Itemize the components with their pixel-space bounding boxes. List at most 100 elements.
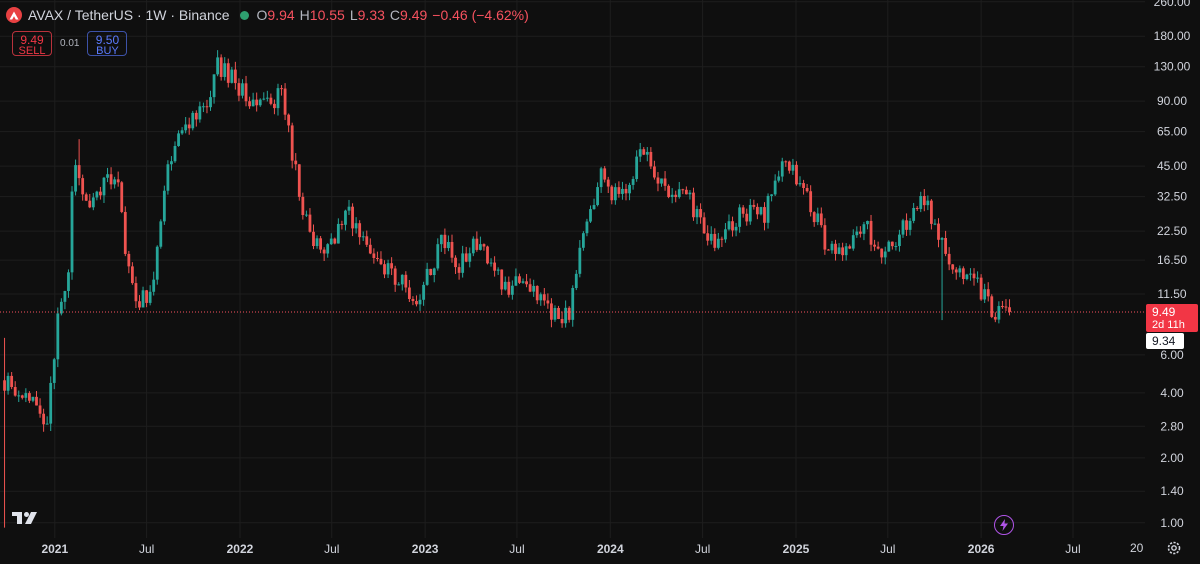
candle <box>809 185 813 217</box>
candle <box>503 276 507 291</box>
candle-body <box>1008 307 1011 312</box>
candle-body <box>624 188 628 194</box>
candle-body <box>677 189 681 198</box>
candle-body <box>930 200 933 224</box>
candle-body <box>322 249 326 254</box>
candle <box>24 388 28 403</box>
timezone-label[interactable]: 20 <box>1130 541 1144 555</box>
candle-body <box>336 223 340 244</box>
candle-body <box>219 57 223 77</box>
candle <box>741 205 745 218</box>
candle <box>599 166 603 193</box>
candle <box>365 230 369 248</box>
candle-body <box>819 213 823 226</box>
candle-body <box>684 189 688 195</box>
buy-button[interactable]: 9.50 BUY <box>87 31 128 57</box>
time-axis[interactable]: 2021 Jul 2022 Jul 2023 Jul 2024 Jul 2025 Jul 2026 J… <box>41 542 1080 556</box>
candle <box>961 266 965 285</box>
candle <box>45 416 49 425</box>
candle <box>393 265 397 292</box>
candle-body <box>969 273 972 275</box>
candle <box>336 218 340 244</box>
price-axis[interactable]: 1.00 1.40 2.00 2.80 4.00 6.00 11.50 16.50 22.50 3… <box>1154 0 1191 530</box>
candle <box>145 290 148 308</box>
candle <box>770 194 773 202</box>
candle-body <box>255 99 259 106</box>
candle-body <box>780 161 784 177</box>
lightning-icon[interactable] <box>994 515 1014 535</box>
candle-body <box>248 101 251 107</box>
candle-body <box>581 233 585 248</box>
candle <box>908 218 912 236</box>
candle <box>546 293 550 309</box>
candle-body <box>170 161 173 165</box>
candle-body <box>674 194 678 198</box>
time-tick-label: Jul <box>1065 542 1080 556</box>
candle-body <box>933 223 937 225</box>
candle-body <box>368 244 372 254</box>
avax-logo-icon <box>6 7 22 23</box>
candle-body <box>773 180 777 195</box>
symbol-title[interactable]: AVAX / TetherUS · 1W · Binance <box>28 7 230 23</box>
candle <box>81 174 85 201</box>
candle <box>461 245 465 278</box>
tradingview-logo-icon[interactable] <box>12 510 42 531</box>
candle-body <box>816 213 820 223</box>
candle-body <box>269 97 273 104</box>
candle <box>706 225 710 246</box>
candle <box>194 110 198 127</box>
candle <box>564 300 568 328</box>
candle <box>862 221 866 241</box>
candle-body <box>17 395 21 397</box>
candle <box>688 190 692 200</box>
candle <box>727 214 731 231</box>
candle-body <box>738 207 742 227</box>
candle-body <box>915 207 919 209</box>
candle <box>116 171 120 187</box>
candle-body <box>908 220 912 230</box>
candle <box>216 50 220 77</box>
price-tick-label: 11.50 <box>1157 287 1186 301</box>
candle-body <box>692 192 695 218</box>
candle <box>983 283 987 304</box>
candle-body <box>216 57 220 75</box>
candle <box>59 298 63 316</box>
candle-body <box>13 387 17 396</box>
candle-body <box>617 187 621 194</box>
candle-body <box>745 213 749 222</box>
candle-body <box>610 186 614 201</box>
crosshair-price-tag <box>1146 332 1184 349</box>
candle <box>283 83 287 121</box>
candle <box>905 213 908 236</box>
candle <box>972 268 976 286</box>
candle-body <box>28 393 31 401</box>
candle <box>422 281 425 306</box>
candle-body <box>287 114 291 126</box>
candle-body <box>326 244 330 254</box>
candle <box>241 79 244 99</box>
candle-body <box>393 268 397 285</box>
candle <box>731 216 734 237</box>
candle-body <box>102 177 106 196</box>
candle <box>510 280 514 300</box>
gear-icon[interactable] <box>1166 540 1182 561</box>
candle-body <box>141 290 145 308</box>
candle <box>876 241 880 250</box>
candle-body <box>802 183 805 188</box>
candle <box>738 204 742 233</box>
candle-body <box>613 187 617 201</box>
candle <box>333 237 337 245</box>
candle-body <box>152 279 156 292</box>
sell-button[interactable]: 9.49 SELL <box>12 31 52 57</box>
candle <box>759 206 763 216</box>
candle <box>777 170 781 183</box>
candle <box>411 296 415 306</box>
candle <box>734 222 738 237</box>
candle-body <box>539 294 543 301</box>
candle <box>436 238 440 271</box>
candle-body <box>574 273 578 289</box>
candle-body <box>77 165 81 179</box>
candle <box>539 292 543 306</box>
candle-body <box>976 277 979 279</box>
